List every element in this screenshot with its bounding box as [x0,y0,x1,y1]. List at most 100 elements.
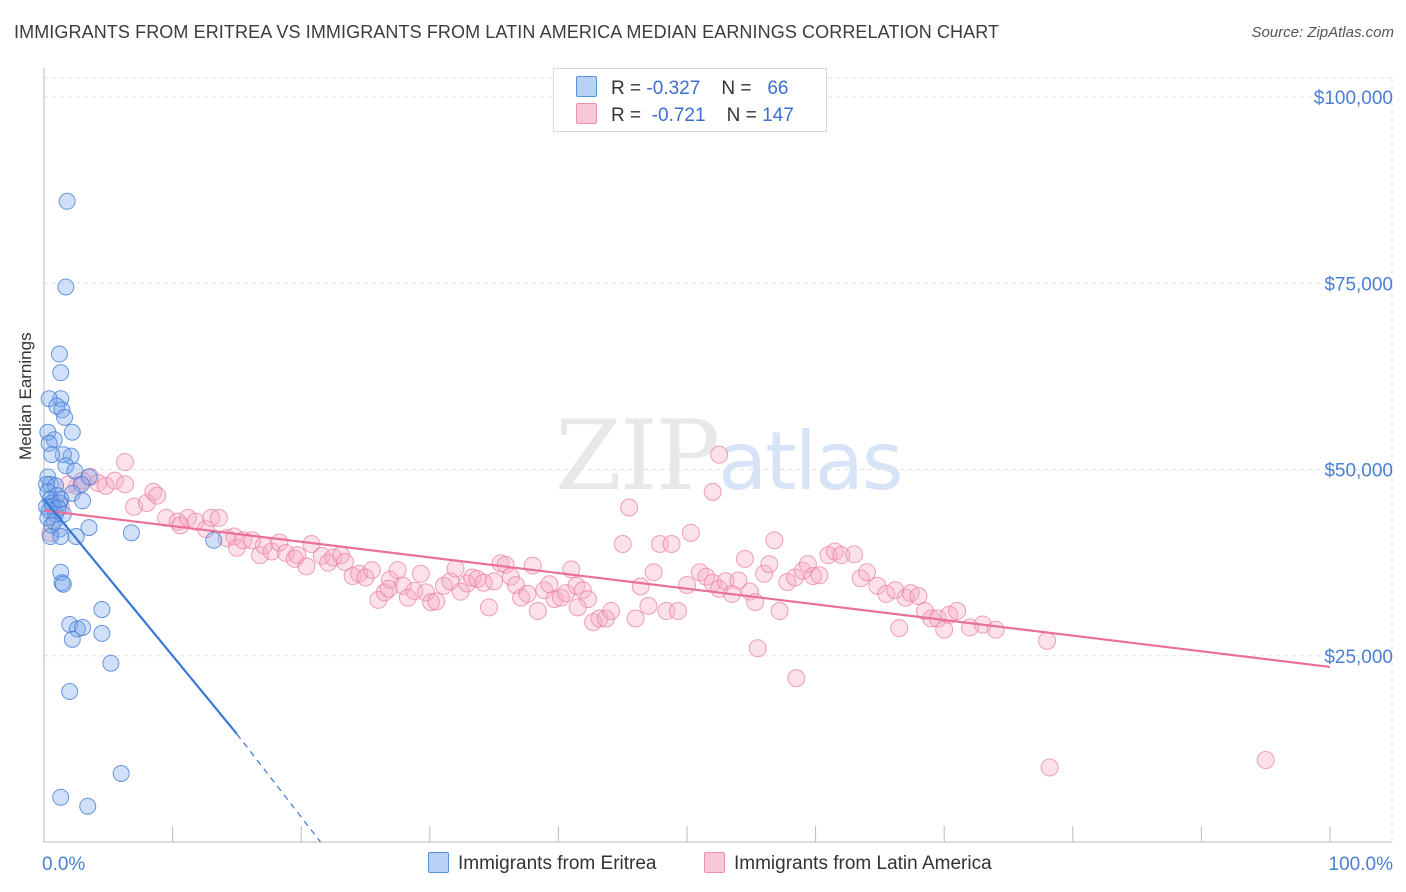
latin-america-point [770,602,789,621]
latin-america-point [369,590,388,609]
latin-america-point [729,571,748,590]
latin-america-point [890,619,909,638]
latin-america-trend-line [43,509,1331,669]
watermark: ZIPatlas [555,400,904,512]
eritrea-legend-swatch [428,852,449,873]
latin-r-value: -0.721 [651,105,706,126]
eritrea-point [93,624,111,642]
latin-america-point [735,549,754,568]
latin-america-point [845,545,864,564]
eritrea-point [52,788,70,806]
eritrea-point [63,423,81,441]
latin-america-point [626,609,645,628]
eritrea-point [112,764,130,782]
latin-america-point [710,445,729,464]
latin-america-points [41,445,1275,777]
legend-item-eritrea[interactable]: Immigrants from Eritrea [428,852,656,875]
eritrea-point [41,528,59,546]
eritrea-point [40,434,58,452]
latin-america-point [668,602,687,621]
eritrea-n-label: N = [721,78,752,99]
latin-america-point [528,602,547,621]
latin-america-point [644,563,663,582]
eritrea-point [52,528,70,546]
y-tick-label: $50,000 [1324,461,1393,482]
latin-america-point [748,639,767,658]
latin-america-point [858,563,877,582]
eritrea-point [57,457,75,475]
latin-america-point [703,482,722,501]
eritrea-point [52,364,70,382]
legend-item-latin[interactable]: Immigrants from Latin America [704,852,992,875]
latin-america-point [948,602,967,621]
latin-swatch [576,103,597,124]
eritrea-legend-label: Immigrants from Eritrea [458,853,657,874]
latin-america-point [613,535,632,553]
latin-r-label: R = [611,105,642,126]
chart-source: Source: ZipAtlas.com [1251,24,1394,41]
latin-america-point [755,564,774,583]
latin-america-point [202,508,221,527]
eritrea-point [80,519,98,537]
eritrea-point [56,408,74,426]
eritrea-point [74,492,92,510]
latin-america-point [877,584,896,603]
latin-legend-swatch [704,852,725,873]
watermark-atlas: atlas [718,415,903,508]
latin-america-point [639,596,658,615]
eritrea-point [54,446,72,464]
latin-america-point [832,546,851,565]
latin-america-point [422,593,441,612]
latin-america-point [602,602,621,621]
latin-america-point [765,531,784,550]
latin-america-point [787,669,806,688]
y-tick-label: $25,000 [1324,647,1393,668]
eritrea-r-value: -0.327 [646,78,701,99]
x-tick-label-max: 100.0% [1329,854,1394,875]
latin-america-point [518,584,537,603]
eritrea-point [93,601,111,619]
latin-america-point [535,581,554,600]
latin-america-point [760,555,779,574]
y-tick-label: $100,000 [1314,88,1393,109]
eritrea-point [63,630,81,648]
legend-row-eritrea: R = -0.327 N = 66 [576,76,788,100]
correlation-legend: R = -0.327 N = 66 R = -0.721 N = 147 [553,68,827,132]
latin-america-point [297,557,316,576]
latin-america-point [388,561,407,580]
latin-america-point [909,587,928,606]
x-tick-label-min: 0.0% [42,854,85,875]
latin-america-point [786,568,805,587]
latin-america-point [681,523,700,542]
latin-america-point [105,471,124,490]
latin-n-label: N = [726,105,757,126]
latin-america-point [986,620,1005,639]
latin-america-point [479,598,498,617]
latin-america-point [620,498,639,517]
latin-america-point [356,568,375,587]
eritrea-point [58,192,76,210]
eritrea-point [205,531,223,549]
latin-america-point [798,555,817,574]
eritrea-point [57,278,75,296]
y-tick-label: $75,000 [1324,274,1393,295]
latin-america-point [186,512,205,531]
eritrea-n-value: 66 [767,78,789,99]
latin-america-point [362,561,381,580]
latin-america-point [405,581,424,600]
watermark-zip: ZIP [555,400,720,512]
eritrea-point [54,575,72,593]
eritrea-points [38,192,223,815]
latin-america-point [678,575,696,594]
latin-america-point [1040,758,1059,777]
legend-row-latin: R = -0.721 N = 147 [576,103,794,127]
latin-america-point [251,546,270,565]
eritrea-point [50,345,68,363]
trend-lines [43,498,1331,843]
latin-america-point [631,577,650,596]
latin-america-point [1038,631,1057,650]
eritrea-trend-line [43,498,238,735]
chart-title: IMMIGRANTS FROM ERITREA VS IMMIGRANTS FR… [14,22,1000,42]
latin-america-point [416,583,435,602]
eritrea-point [79,797,97,815]
